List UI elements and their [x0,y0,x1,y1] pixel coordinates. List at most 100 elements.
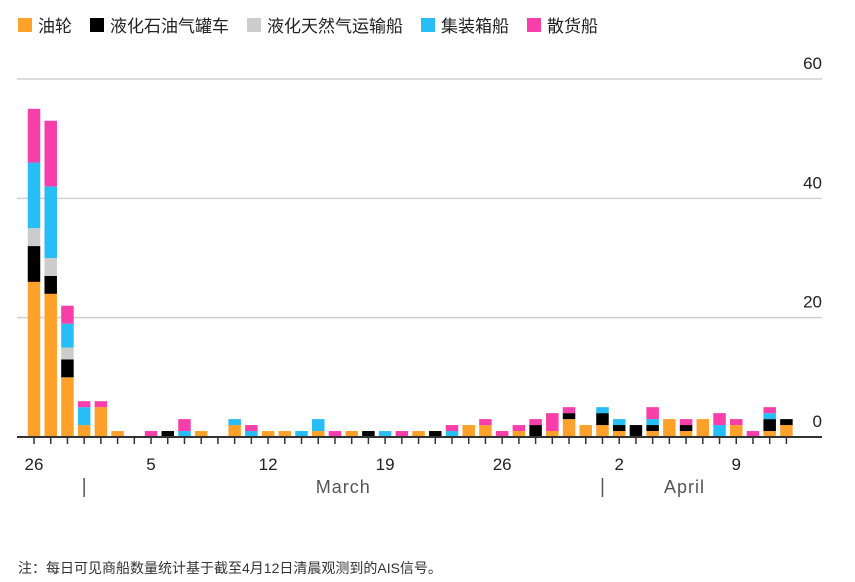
y-tick-label: 20 [803,293,822,312]
bar-segment [512,431,526,437]
legend-item: 液化天然气运输船 [247,12,403,37]
bar-segment [612,425,626,432]
y-tick-label: 60 [803,54,822,73]
x-tick-label: 9 [732,455,741,474]
legend-swatch [90,17,104,32]
footnote: 注：每日可见商船数量统计基于截至4月12日清晨观测到的AIS信号。 [18,560,442,576]
month-label: April [664,477,705,497]
bar-segment [228,419,241,426]
bar-segment [44,186,57,258]
bar-segment [144,431,158,437]
bar-segment [61,347,74,360]
legend-label: 液化石油气罐车 [110,17,229,36]
bar-segment [596,425,609,437]
bar-segment [546,413,559,432]
bar-segment [646,431,659,437]
bar-segment [529,425,542,437]
bar-segment [713,413,726,426]
bar-segment [27,281,41,437]
bar-segment [228,425,241,437]
bar-segment [763,407,776,414]
y-tick-label: 0 [813,412,822,431]
bar-segment [562,407,576,414]
bar-segment [729,425,743,437]
bar-segment [161,431,175,437]
bar-segment [445,431,459,437]
bar-segment [679,419,693,426]
legend-item: 液化石油气罐车 [90,12,229,37]
bar-segment [94,407,108,437]
bar-segment [429,431,442,437]
bar-segment [596,407,609,414]
legend-swatch [527,17,541,32]
bar-segment [77,401,91,408]
bar-segment [61,377,74,437]
bar-segment [713,425,726,437]
bar-segment [94,401,108,408]
bar-segment [194,431,208,437]
x-tick-label: 5 [146,455,155,474]
bar-segment [780,425,793,437]
bar-segment [412,431,425,437]
bar-segment [780,419,793,426]
bar-segment [111,431,124,437]
bar-segment [245,425,258,432]
bar-segment [763,419,776,432]
bar-segment [646,419,659,426]
bar-segment [345,431,358,437]
bar-segment [462,425,475,437]
x-tick-label: 2 [614,455,623,474]
legend-item: 集装箱船 [421,12,509,37]
bar-segment [362,431,375,437]
bar-segment [729,419,743,426]
legend-swatch [18,17,32,32]
bar-segment [679,431,693,437]
bar-segment [61,323,74,348]
bar-segment [529,419,542,426]
bar-segment [77,407,91,426]
legend-item: 散货船 [527,12,598,37]
bar-segment [27,162,41,229]
bar-segment [27,246,41,282]
legend: 油轮 液化石油气罐车 液化天然气运输船 集装箱船 散货船 [18,12,598,37]
legend-label: 集装箱船 [441,17,509,36]
bar-segment [278,431,292,437]
legend-label: 散货船 [547,17,598,36]
legend-item: 油轮 [18,12,72,37]
x-tick-label: 12 [259,455,278,474]
bar-segment [44,120,57,187]
y-tick-label: 40 [803,173,822,192]
bar-segment [696,419,710,437]
bar-segment [77,425,91,437]
bar-segment [261,431,275,437]
bar-segment [44,275,57,294]
bar-segment [763,431,776,437]
bar-segment [445,425,459,432]
bar-segment [27,108,41,163]
bar-segment [479,419,492,426]
bar-segment [546,431,559,437]
x-tick-label: 26 [493,455,512,474]
bar-segment [629,425,643,437]
bar-segment [178,431,191,437]
bar-segment [562,419,576,437]
bar-segment [646,407,659,420]
bar-segment [763,413,776,420]
bar-segment [328,431,342,437]
bar-segment [562,413,576,420]
bar-segment [596,413,609,426]
bar-segment [61,359,74,378]
legend-swatch [421,17,435,32]
bar-segment [295,431,308,437]
bar-segment [378,431,392,437]
legend-label: 油轮 [38,17,72,36]
x-tick-label: 19 [376,455,395,474]
bar-segment [512,425,526,432]
bar-segment [679,425,693,432]
bar-segment [612,431,626,437]
bar-segment [44,258,57,276]
bar-segment [663,419,676,437]
x-tick-label: 26 [25,455,44,474]
